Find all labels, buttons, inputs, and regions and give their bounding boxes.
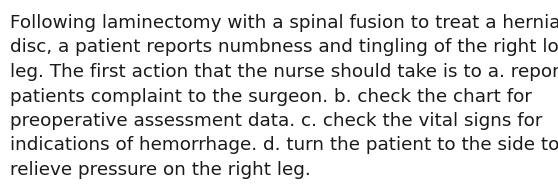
Text: leg. The first action that the nurse should take is to a. report the: leg. The first action that the nurse sho…	[10, 63, 558, 81]
Text: patients complaint to the surgeon. b. check the chart for: patients complaint to the surgeon. b. ch…	[10, 87, 532, 105]
Text: Following laminectomy with a spinal fusion to treat a herniated: Following laminectomy with a spinal fusi…	[10, 14, 558, 32]
Text: relieve pressure on the right leg.: relieve pressure on the right leg.	[10, 161, 311, 179]
Text: disc, a patient reports numbness and tingling of the right lower: disc, a patient reports numbness and tin…	[10, 39, 558, 57]
Text: indications of hemorrhage. d. turn the patient to the side to: indications of hemorrhage. d. turn the p…	[10, 136, 558, 155]
Text: preoperative assessment data. c. check the vital signs for: preoperative assessment data. c. check t…	[10, 112, 542, 130]
